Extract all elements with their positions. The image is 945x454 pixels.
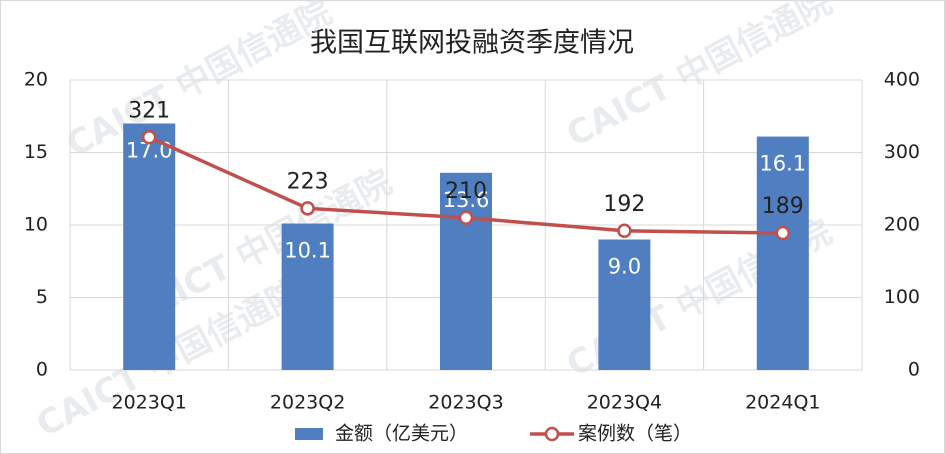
y-tick-label: 5 (36, 286, 48, 308)
chart-title: 我国互联网投融资季度情况 (310, 28, 634, 59)
x-tick-label: 2023Q1 (111, 392, 186, 414)
bar (281, 223, 334, 370)
bar-value-label: 16.1 (759, 152, 806, 176)
line-value-label: 189 (762, 194, 804, 219)
x-tick-label: 2023Q2 (270, 392, 345, 414)
x-tick-label: 2023Q4 (587, 392, 662, 414)
legend-swatch (295, 428, 323, 440)
legend-label: 金额（亿美元） (335, 423, 468, 445)
y-tick-label: 10 (24, 214, 48, 236)
y2-tick-label: 200 (884, 214, 920, 236)
bar-value-label: 13.6 (443, 188, 490, 212)
line-point (775, 225, 791, 241)
y-tick-label: 0 (36, 359, 48, 381)
x-tick-label: 2023Q3 (428, 392, 503, 414)
y2-tick-label: 100 (884, 286, 920, 308)
bar-value-label: 10.1 (284, 239, 331, 263)
line-value-label: 223 (287, 169, 329, 194)
line-value-label: 192 (603, 192, 645, 217)
bar (123, 123, 176, 370)
line-point (300, 201, 315, 216)
y-tick-label: 15 (24, 141, 48, 163)
y-tick-label: 20 (24, 69, 48, 91)
legend-label: 案例数（笔） (578, 423, 692, 445)
bar (440, 172, 492, 370)
line-value-label: 321 (128, 98, 170, 123)
y2-tick-label: 400 (884, 69, 920, 91)
line-point (458, 210, 474, 225)
bar-value-label: 9.0 (608, 255, 641, 279)
line-value-label: 210 (445, 179, 487, 204)
y2-tick-label: 0 (908, 359, 920, 381)
x-tick-label: 2024Q1 (745, 392, 820, 414)
legend-swatch (544, 426, 560, 442)
line-point (141, 130, 157, 145)
bar (598, 239, 651, 370)
line-point (617, 223, 632, 239)
bar (756, 136, 809, 370)
y2-tick-label: 300 (884, 141, 920, 163)
